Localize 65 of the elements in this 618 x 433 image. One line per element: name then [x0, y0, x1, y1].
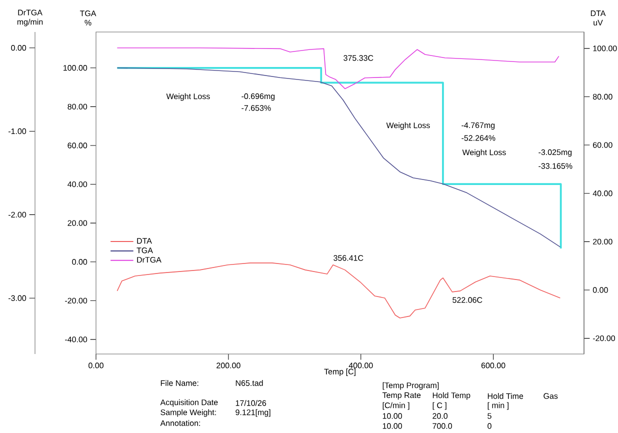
y-tick-label: -20.00 [65, 298, 88, 304]
y3-tick-label: 0.00 [11, 45, 26, 51]
text: [ min ] [488, 402, 508, 410]
y2-tick-label: -20.00 [592, 335, 616, 342]
y3-axis-title: DrTGA mg/min [17, 10, 43, 26]
legend-label: DTA [137, 238, 152, 244]
y2-tick-label: 100.00 [593, 46, 617, 52]
text: Temp Rate [382, 392, 421, 400]
annotation: 522.06C [452, 297, 482, 303]
y2-tick-label: 80.00 [592, 94, 612, 100]
y-tick-label: 100.00 [64, 65, 88, 71]
text: 17/10/26 [236, 400, 266, 406]
y-tick-label: -40.00 [65, 336, 88, 342]
text: 0 [488, 423, 492, 429]
legend-label: DrTGA [137, 256, 162, 263]
annotation: -4.767mg [462, 122, 495, 130]
y-tick-label: 80.00 [68, 104, 88, 110]
text: Gas [544, 393, 558, 399]
text: 5 [488, 413, 492, 419]
y3-tick-label: -1.00 [8, 128, 26, 134]
text: Hold Temp [432, 392, 470, 400]
text: Hold Time [488, 393, 524, 399]
x-tick-label: 0.00 [88, 362, 104, 368]
annotation: 356.41C [334, 255, 364, 261]
y2-tick-label: 20.00 [593, 238, 612, 245]
annotation: -0.696mg [242, 93, 275, 101]
y-tick-label: 20.00 [68, 220, 88, 226]
annotation: Weight Loss [166, 93, 210, 101]
y3-tick-label: -2.00 [8, 212, 26, 218]
text: 10.00 [382, 413, 402, 419]
annotation: Weight Loss [462, 149, 506, 157]
y-axis-title: TGA % [80, 10, 96, 26]
x-axis-title: Temp [C] [324, 368, 356, 376]
y-tick-label: 60.00 [68, 142, 88, 148]
line-series [116, 262, 561, 318]
annotation: -52.264% [462, 135, 496, 141]
text: [Temp Program] [382, 382, 439, 390]
x-tick-label: 400.00 [348, 362, 373, 368]
line-series [116, 47, 560, 90]
text: Annotation: [160, 420, 200, 426]
annotation: -33.165% [538, 163, 572, 169]
text: N65.tad [236, 380, 263, 386]
text: [C/min ] [382, 402, 410, 410]
text: 20.0 [432, 413, 448, 419]
x-tick-label: 600.00 [481, 362, 506, 368]
y2-tick-label: 0.00 [592, 287, 608, 293]
y2-axis-title: DTA uV [590, 10, 606, 26]
annotation: Weight Loss [386, 122, 430, 130]
legend-label: TGA [136, 248, 153, 254]
text: 9.121[mg] [236, 409, 270, 417]
annotation: -7.653% [242, 105, 271, 111]
text: 10.00 [382, 423, 402, 429]
text: 700.0 [432, 423, 452, 429]
annotation: -3.025mg [538, 149, 572, 157]
y-tick-label: 40.00 [68, 181, 88, 188]
text: [ C ] [432, 402, 446, 410]
y2-tick-label: 40.00 [592, 190, 612, 196]
text: File Name: [160, 380, 198, 386]
text: Sample Weight: [160, 409, 216, 417]
x-tick-label: 200.00 [216, 362, 240, 368]
y3-tick-label: -3.00 [8, 295, 26, 301]
y-tick-label: 0.00 [72, 259, 88, 265]
text: Acquisition Date [160, 399, 218, 407]
y2-tick-label: 60.00 [593, 142, 612, 148]
annotation: 375.33C [344, 55, 374, 61]
